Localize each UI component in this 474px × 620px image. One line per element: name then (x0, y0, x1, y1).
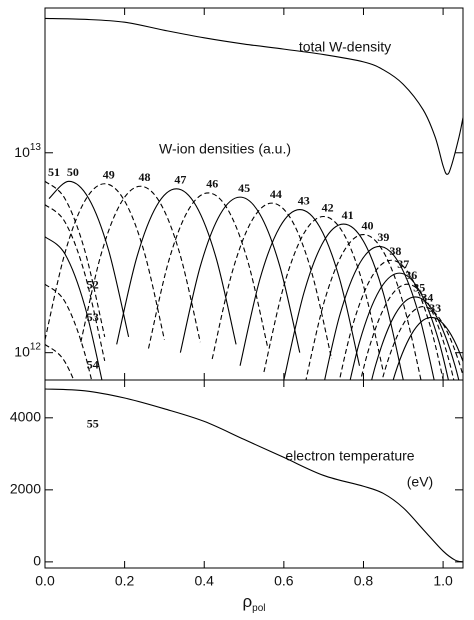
x-tick-label: 0.4 (195, 573, 215, 589)
plot-area (45, 17, 463, 380)
x-label-main: ρ (242, 592, 252, 611)
te-unit: (eV) (407, 474, 433, 490)
series-line (45, 180, 106, 337)
series-line (48, 180, 130, 337)
series-line (179, 196, 301, 353)
ion-label: 53 (87, 310, 99, 324)
ion-label: 40 (361, 218, 373, 232)
series-line (305, 233, 422, 380)
ion-label: 52 (87, 278, 99, 292)
series-line (371, 296, 460, 380)
top-frame (44, 7, 464, 381)
bottom-frame (44, 379, 464, 569)
ion-label: 50 (67, 165, 79, 179)
series-line (45, 343, 75, 380)
series-line (147, 192, 269, 349)
ion-label: 49 (103, 167, 115, 181)
ion-label: 35 (413, 281, 425, 295)
series-line (45, 204, 106, 361)
series-line (283, 223, 404, 380)
series-line (45, 236, 103, 380)
y-tick-label: 4000 (10, 409, 41, 425)
ion-label: 48 (139, 170, 151, 184)
x-tick-label: 0.2 (115, 573, 135, 589)
ion-label: 41 (342, 208, 354, 222)
ion-label: 34 (421, 290, 433, 304)
ion-label: 54 (87, 357, 99, 371)
x-tick-label: 1.0 (433, 573, 453, 589)
y-tick-label: 2000 (10, 481, 41, 497)
series-line (45, 388, 463, 563)
x-tick-label: 0.8 (354, 573, 374, 589)
ion-label: 47 (174, 173, 186, 187)
series-line (116, 188, 237, 345)
ion-annotation: W-ion densities (a.u.) (159, 141, 291, 157)
y-tick-label: 1013 (14, 141, 41, 159)
x-tick-label: 0.6 (274, 573, 294, 589)
y-tick-base: 10 (14, 143, 30, 159)
y-tick-base: 10 (14, 343, 30, 359)
series-line (45, 283, 93, 380)
ion-label: 55 (87, 417, 99, 431)
te-label: electron temperature (285, 448, 414, 464)
ion-label: 37 (397, 257, 409, 271)
series-line (80, 185, 201, 343)
series-line (392, 316, 463, 380)
series-line (45, 17, 463, 175)
ion-label: 33 (429, 301, 441, 315)
ion-label: 36 (405, 268, 417, 282)
x-axis-label: ρpol (242, 592, 265, 613)
ion-label: 39 (377, 230, 389, 244)
series-line (349, 272, 450, 380)
ion-label: 44 (270, 187, 282, 201)
ion-label: 42 (322, 200, 334, 214)
y-tick-exponent: 12 (30, 341, 42, 352)
y-tick-label: 0 (33, 553, 41, 569)
series-line (360, 283, 455, 380)
series-line (211, 202, 333, 360)
series-line (263, 215, 384, 373)
y-tick-label: 1012 (14, 341, 41, 359)
ion-label: 38 (389, 244, 401, 258)
total-label: total W-density (299, 39, 391, 55)
x-tick-label: 0.0 (35, 573, 55, 589)
ion-label: 45 (238, 181, 250, 195)
series-line (338, 259, 444, 380)
ion-label: 43 (298, 193, 310, 207)
series-line (239, 209, 361, 366)
ion-label: 46 (206, 177, 218, 191)
y-tick-exponent: 13 (30, 141, 42, 152)
x-label-sub: pol (252, 603, 265, 614)
series-line (324, 245, 435, 380)
ion-label: 51 (48, 165, 60, 179)
plot-area (45, 388, 463, 563)
series-line (381, 306, 463, 380)
series-line (45, 183, 165, 340)
